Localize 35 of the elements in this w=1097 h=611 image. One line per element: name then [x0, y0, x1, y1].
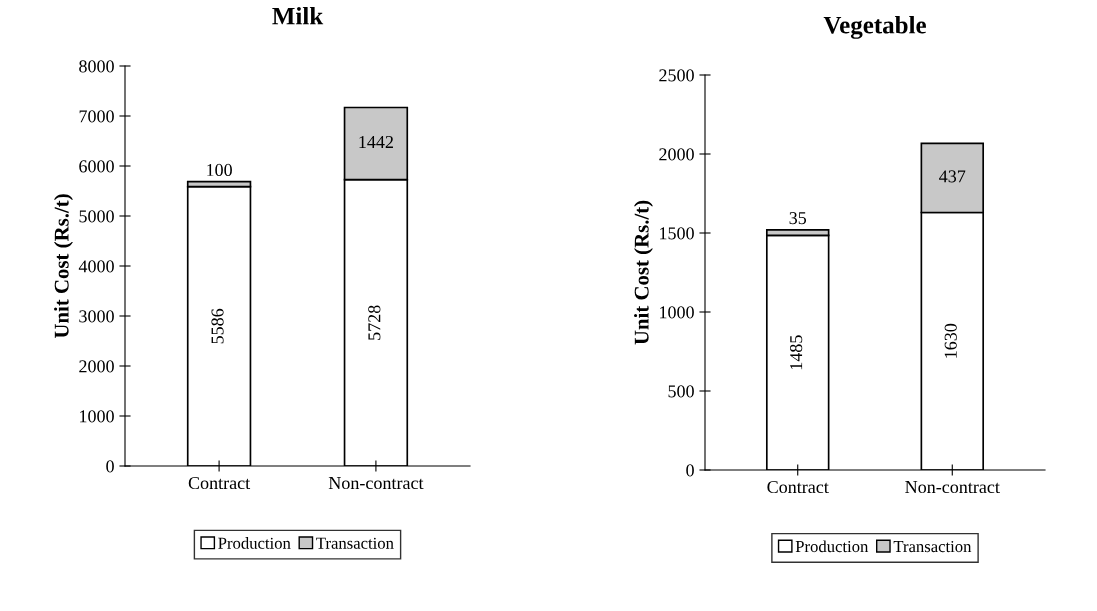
y-axis-title: Unit Cost (Rs./t)	[54, 194, 73, 339]
x-tick-label: Non-contract	[328, 477, 424, 490]
x-tick-label: Non-contract	[905, 481, 1000, 494]
legend-label: Production	[795, 540, 869, 553]
data-label: 1442	[359, 135, 393, 148]
y-tick-label: 2500	[659, 69, 694, 82]
legend-label: Transaction	[316, 537, 394, 549]
data-label: 5728	[368, 305, 381, 340]
data-label: 1485	[790, 335, 803, 370]
y-tick-label: 1000	[80, 410, 114, 423]
y-tick-label: 5000	[79, 210, 114, 223]
y-tick-label: 8000	[79, 60, 114, 73]
y-tick-label: 0	[686, 464, 694, 477]
chart-title: Milk	[272, 6, 324, 25]
y-tick-label: 1000	[660, 306, 694, 319]
legend-label: Transaction	[893, 540, 972, 553]
y-tick-label: 6000	[79, 160, 114, 173]
y-tick-label: 2000	[79, 360, 114, 373]
y-tick-label: 7000	[79, 110, 114, 123]
y-tick-label: 3000	[79, 310, 114, 323]
y-tick-label: 500	[668, 385, 694, 398]
legend-label: Production	[218, 537, 291, 549]
data-label: 5586	[211, 308, 224, 344]
y-tick-label: 4000	[78, 260, 114, 273]
y-axis-title: Unit Cost (Rs./t)	[634, 200, 653, 345]
y-tick-label: 1500	[660, 227, 694, 240]
y-tick-label: 0	[106, 460, 114, 473]
x-tick-label: Contract	[767, 480, 829, 494]
data-label: 1630	[944, 323, 957, 358]
data-label: 35	[789, 212, 807, 225]
data-label: 100	[207, 163, 232, 177]
x-tick-label: Contract	[188, 476, 251, 490]
data-label: 437	[939, 170, 966, 183]
chart-title: Vegetable	[823, 15, 926, 39]
y-tick-label: 2000	[659, 148, 694, 161]
